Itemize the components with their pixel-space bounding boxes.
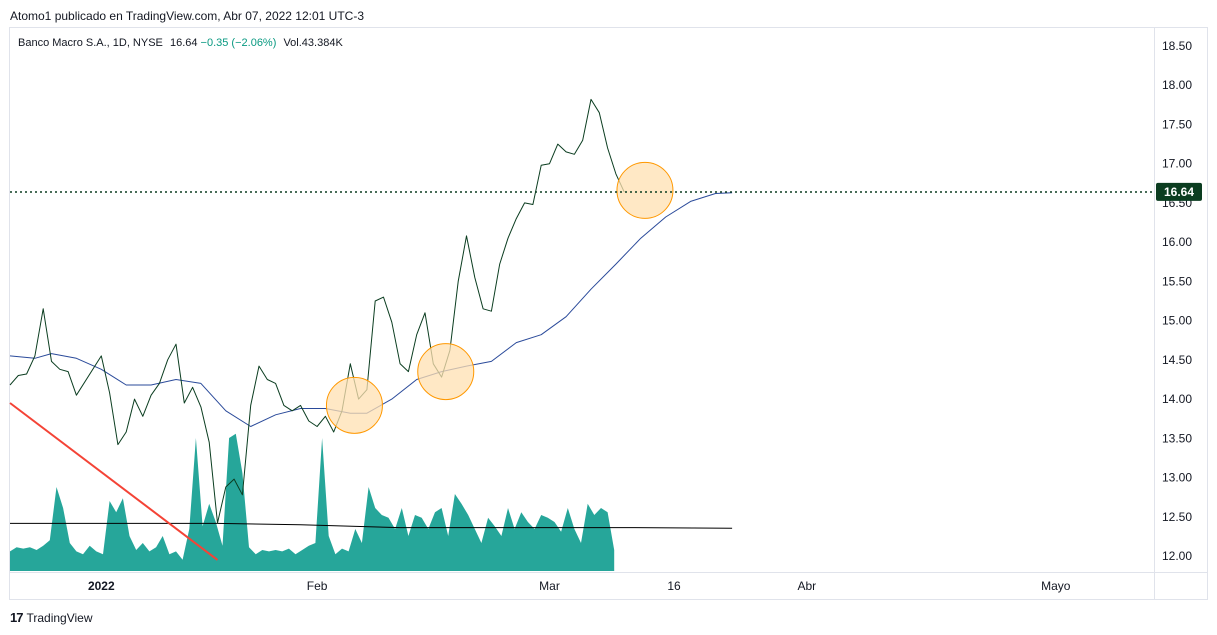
annotation-circle [325,376,383,434]
last-price: 16.64 [169,37,198,49]
price-line [9,98,625,524]
symbol-name[interactable]: Banco Macro S.A., 1D, NYSE [18,37,163,49]
time-axis[interactable]: 2022FebMar16AbrMayoJunJul [88,579,1217,593]
volume-layer [10,433,615,571]
y-tick-label: 17.00 [1162,157,1192,171]
chart-frame[interactable] [9,27,1208,600]
y-tick-label: 14.50 [1162,353,1192,367]
y-tick-label: 16.00 [1162,235,1192,249]
x-tick-label: 2022 [88,579,115,593]
tradingview-logo-icon: 17 [10,610,24,625]
trendline-layer[interactable] [9,402,219,561]
trendline [9,402,219,561]
y-tick-label: 12.50 [1162,510,1192,524]
x-tick-label: Mar [539,579,560,593]
x-tick-label: Mayo [1041,579,1071,593]
y-tick-label: 12.00 [1162,549,1192,563]
symbol-legend[interactable]: Banco Macro S.A., 1D, NYSE 16.64 −0.35 (… [18,37,343,49]
last-price-badge: 16.64 [1156,182,1202,201]
annotation-circle [616,161,674,219]
volume-value: Vol.43.384K [283,37,343,49]
publish-header: Atomo1 publicado en TradingView.com, Abr… [10,9,364,23]
annotation-circles[interactable] [325,161,674,434]
y-tick-label: 15.50 [1162,274,1192,288]
volume-area [10,433,615,571]
y-tick-label: 15.00 [1162,314,1192,328]
y-tick-label: 18.50 [1162,39,1192,53]
x-tick-label: Feb [307,579,328,593]
x-tick-label: 16 [667,579,681,593]
price-change: −0.35 (−2.06%) [200,37,277,49]
y-tick-label: 18.00 [1162,78,1192,92]
footer-brand-text: TradingView [26,610,93,625]
y-tick-label: 14.00 [1162,392,1192,406]
x-tick-label: Abr [797,579,816,593]
y-tick-label: 13.50 [1162,431,1192,445]
price-axis[interactable]: 18.5018.0017.5017.0016.5016.0015.5015.00… [1162,39,1192,563]
y-tick-label: 13.00 [1162,471,1192,485]
footer-branding[interactable]: 17 TradingView [10,610,93,625]
y-tick-label: 17.50 [1162,118,1192,132]
price-line-layer [9,98,625,524]
annotation-circle [417,343,475,401]
last-price-badge-label: 16.64 [1164,185,1194,199]
